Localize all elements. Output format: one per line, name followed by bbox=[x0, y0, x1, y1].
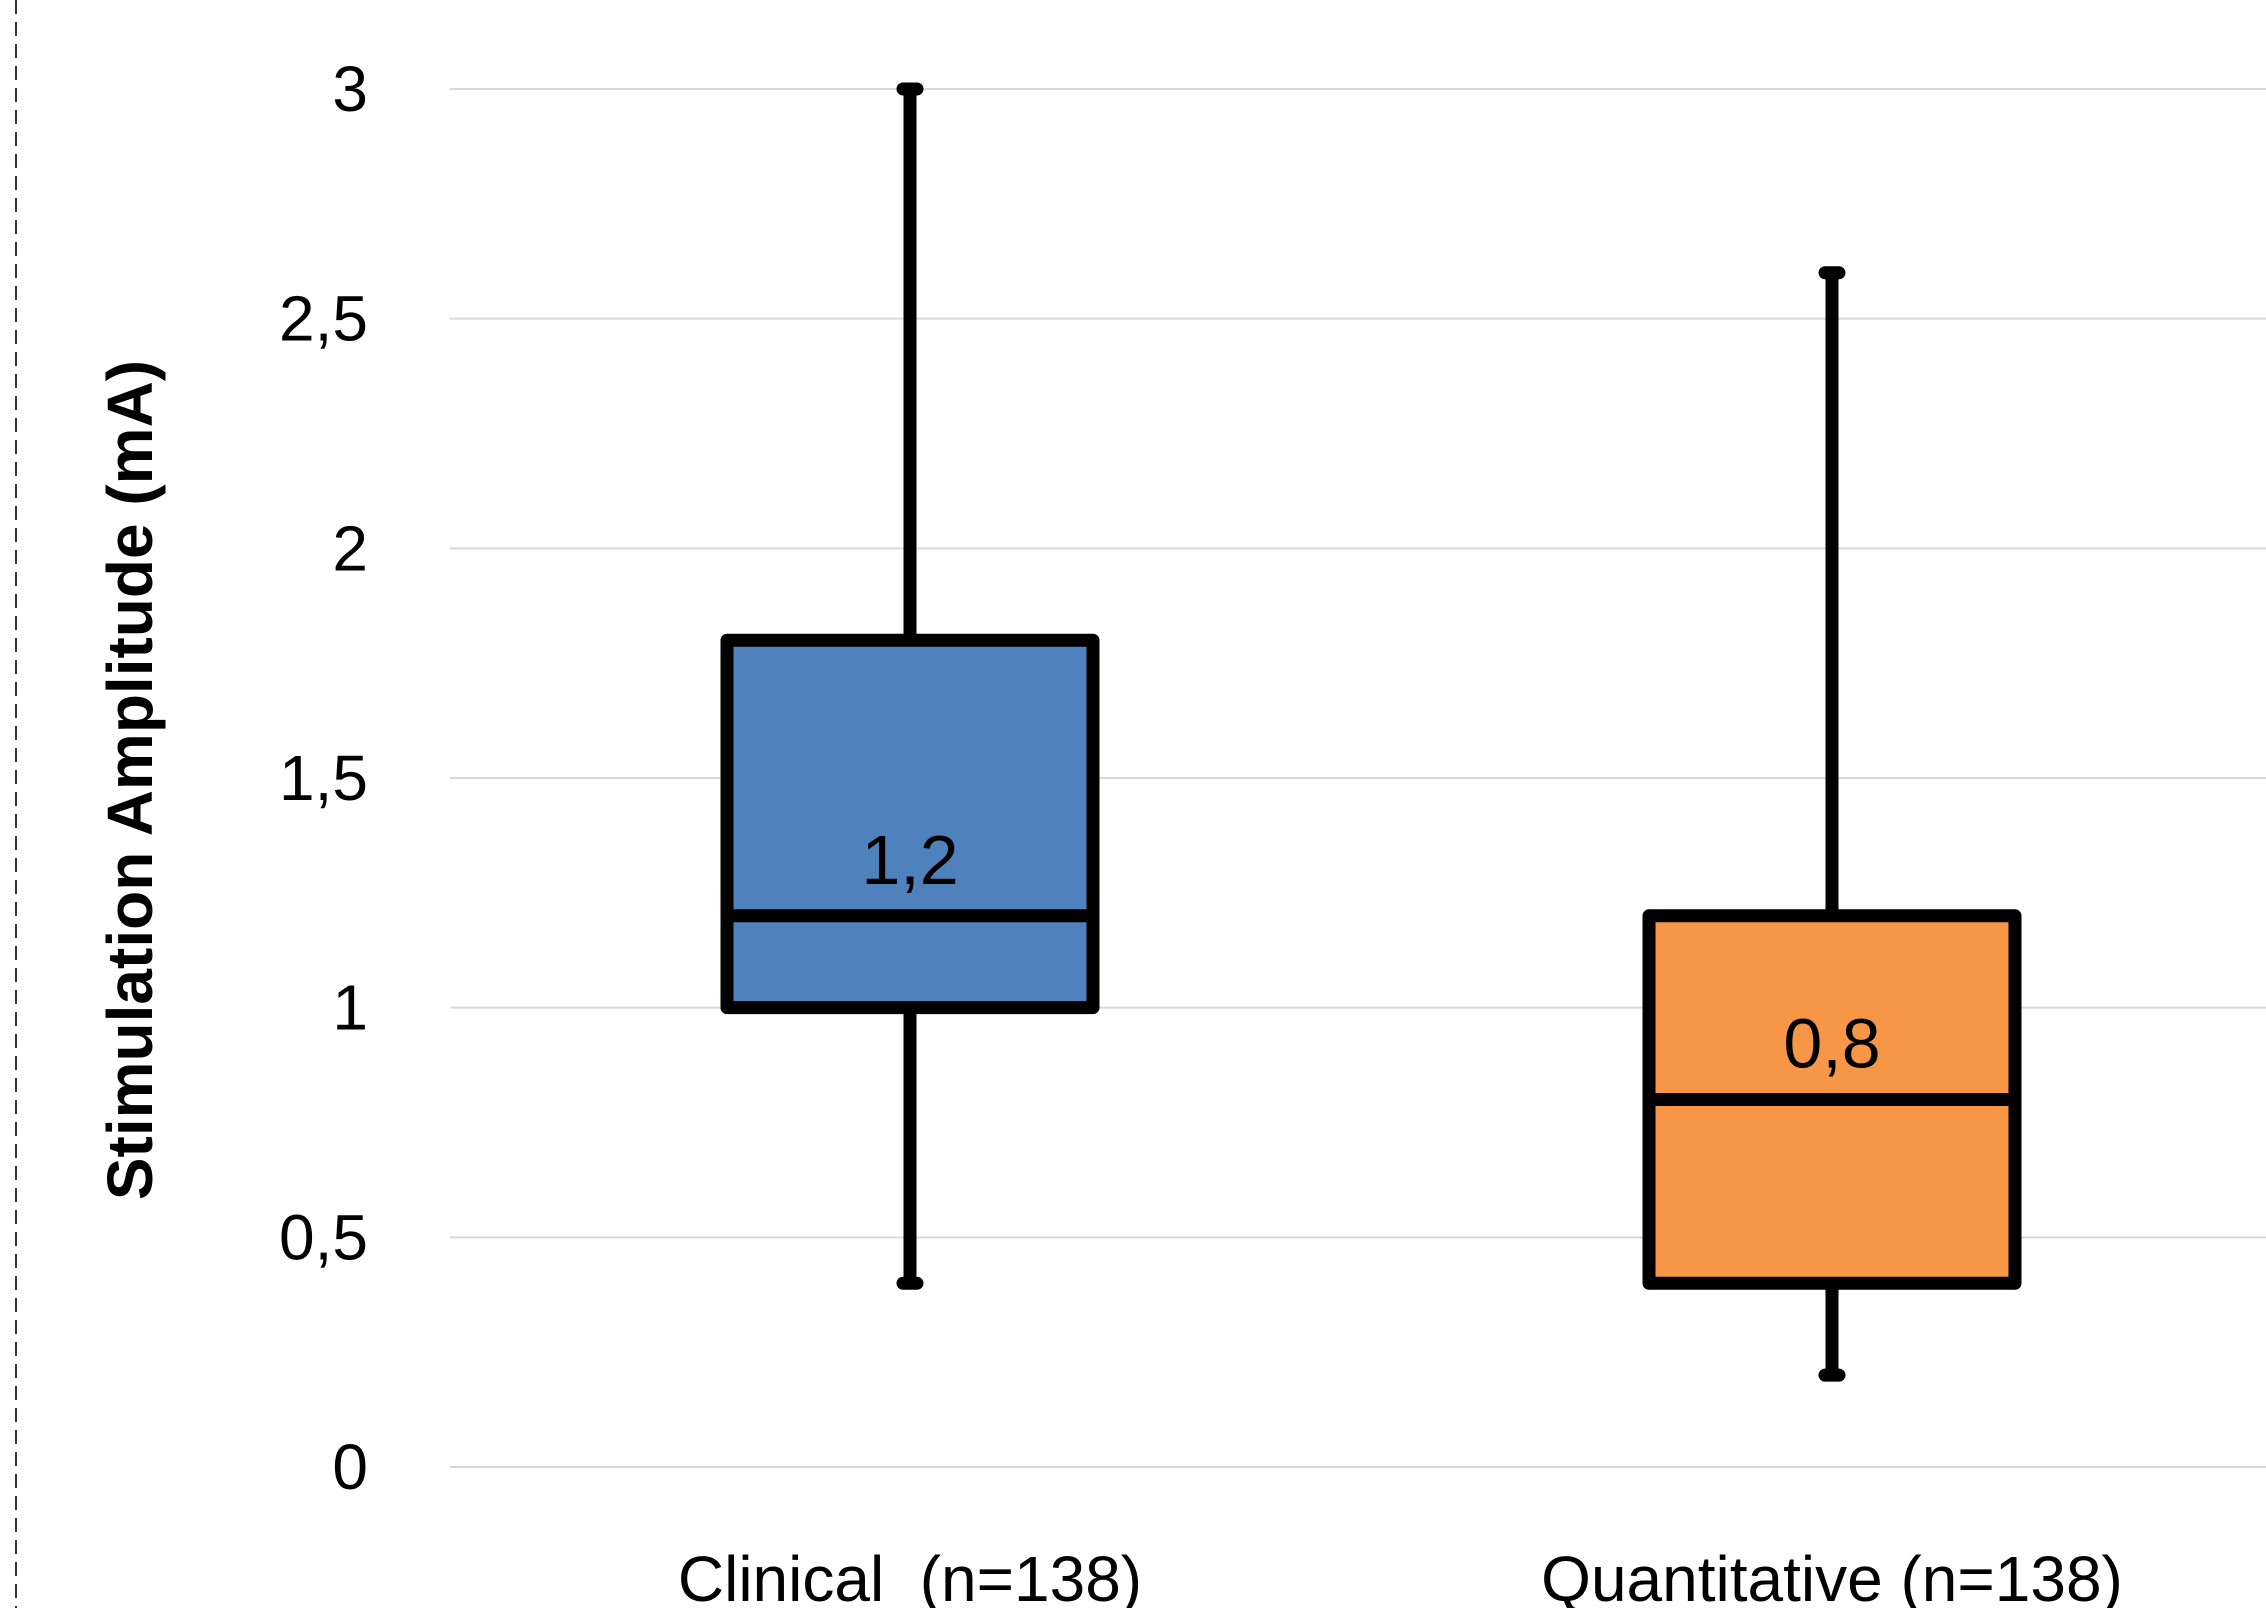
x-category-label: Clinical (n=138) bbox=[678, 1543, 1142, 1608]
box-1: 1,2 bbox=[720, 82, 1100, 1290]
median-value-label: 0,8 bbox=[1783, 1005, 1880, 1083]
y-tick-label: 1 bbox=[332, 972, 368, 1044]
y-axis-title: Stimulation Amplitude (mA) bbox=[94, 360, 166, 1200]
median-value-label: 1,2 bbox=[861, 821, 958, 899]
y-axis-ticks: 0 0,5 1 1,5 2 2,5 3 bbox=[279, 53, 368, 1503]
boxes: 1,2 0,8 bbox=[720, 82, 2022, 1382]
y-tick-label: 0 bbox=[332, 1431, 368, 1503]
y-tick-label: 1,5 bbox=[279, 742, 368, 814]
iqr-box bbox=[720, 633, 1100, 1015]
y-tick-label: 3 bbox=[332, 53, 368, 125]
x-category-label: Quantitative (n=138) bbox=[1541, 1543, 2123, 1608]
y-tick-label: 2 bbox=[332, 512, 368, 584]
y-tick-label: 2,5 bbox=[279, 283, 368, 355]
x-axis-ticks: Clinical (n=138) Quantitative (n=138) bbox=[678, 1543, 2123, 1608]
box-2: 0,8 bbox=[1642, 266, 2022, 1382]
y-tick-label: 0,5 bbox=[279, 1201, 368, 1273]
